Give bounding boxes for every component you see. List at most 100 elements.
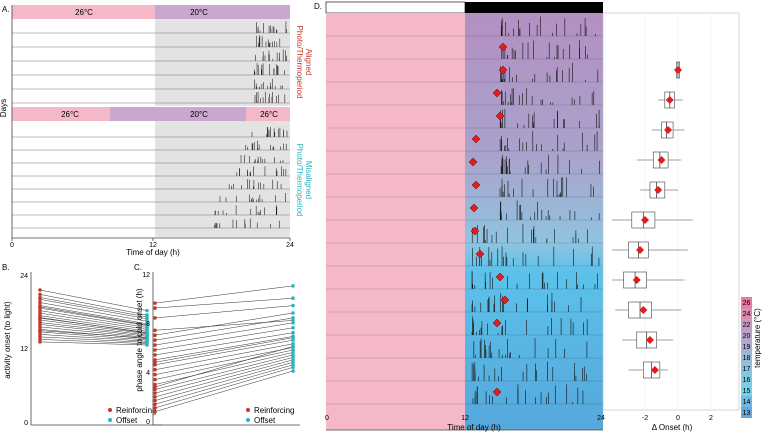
boxplot-mean-marker: [636, 246, 645, 254]
panel-a-label: A.: [2, 5, 10, 14]
panel-c-reinforcing-point: [153, 363, 157, 367]
temperature-legend-title: temperature (°C): [753, 308, 762, 368]
boxplot-tick-2: 2: [709, 415, 713, 422]
boxplot-mean-marker: [639, 306, 648, 314]
panel-c-legend-offset: Offset: [254, 416, 276, 425]
panel-c-reinforcing-point: [153, 333, 157, 338]
panel-b-pair-line: [39, 297, 148, 318]
panel-b-paired-lines: [38, 288, 149, 347]
panel-c-offset-point: [291, 342, 295, 346]
panel-b-offset-point: [145, 331, 149, 335]
panel-b-reinforcing-point: [38, 332, 42, 337]
aligned-night-shade: [155, 19, 290, 106]
panel-b-pair-line: [39, 330, 148, 339]
panel-c-pair-line: [154, 362, 294, 401]
panel-c-reinforcing-point: [153, 343, 157, 347]
panel-c-pair-line: [154, 343, 294, 370]
temperature-legend-label: 18: [743, 355, 751, 362]
panel-a-tick-label-0: 0: [10, 242, 14, 249]
temperature-legend-swatch: [741, 407, 752, 418]
panel-c-pair-line: [154, 297, 294, 309]
boxplot-tick-m2: -2: [642, 415, 648, 422]
panel-c-offset-point: [291, 303, 295, 308]
panel-b-pair-line: [39, 310, 148, 328]
panel-c-reinforcing-point: [153, 402, 157, 407]
panel-c-reinforcing-point: [153, 367, 157, 372]
panel-c-reinforcing-point: [153, 316, 157, 320]
boxplot-mean-marker: [645, 336, 654, 344]
panel-b-pair-line: [39, 326, 148, 338]
misaligned-actogram-rows: [12, 127, 290, 229]
panel-c-offset-point: [291, 330, 295, 335]
temperature-legend-label: 22: [743, 322, 751, 329]
panel-d-actogram-rows: [326, 16, 603, 405]
panel-b-reinforcing-point: [38, 311, 42, 315]
panel-c-y-tick-4: 4: [146, 370, 150, 377]
panel-d-onset-marker: [469, 203, 479, 213]
misaligned-warm-label: 26°C: [61, 110, 79, 119]
panel-b-pair-line: [39, 334, 148, 342]
panel-c-reinforcing-point: [153, 409, 157, 414]
warm-day-region: [326, 13, 465, 430]
panel-d-tick-12: 12: [461, 415, 469, 422]
panel-c-offset-point: [291, 365, 295, 370]
temperature-legend-swatch: [741, 330, 752, 341]
panel-b-pair-line: [39, 322, 148, 336]
panel-c-legend-offset-dot: [246, 418, 250, 422]
panel-b-offset-point: [145, 336, 149, 340]
aligned-side-label-1: Aligned: [304, 49, 313, 76]
panel-c-pair-line: [154, 332, 294, 356]
misaligned-warm-label-2: 26°C: [260, 110, 278, 119]
misaligned-night-shade: [155, 121, 290, 237]
panel-a: A. Days 26°C 20°C Aligned Photo/Thermope…: [0, 5, 313, 257]
panel-b-offset-point: [145, 308, 149, 313]
panel-c-pair-line: [154, 370, 294, 412]
panel-c-reinforcing-point: [153, 306, 157, 310]
panel-c-offset-point: [291, 335, 295, 340]
panel-b-pair-line: [39, 331, 148, 341]
panel-c-reinforcing-point: [153, 360, 157, 365]
panel-c-offset-point: [291, 369, 295, 373]
panel-b-legend-reinforcing: Reinforcing: [116, 406, 156, 415]
panel-b-pair-line: [39, 336, 148, 343]
temperature-legend-label: 15: [743, 388, 751, 395]
panel-b-y-tick-24: 24: [20, 273, 28, 280]
panel-c-offset-point: [291, 360, 295, 365]
panel-c-pair-line: [154, 352, 294, 385]
dark-phase-bar: [465, 2, 603, 13]
panel-d-onset-marker: [495, 111, 505, 121]
panel-b-pair-line: [39, 306, 148, 326]
panel-a-y-label: Days: [0, 99, 8, 117]
panel-c-reinforcing-point: [153, 377, 157, 382]
panel-b-reinforcing-point: [38, 308, 42, 313]
panel-b-reinforcing-point: [38, 295, 42, 300]
panel-b-pair-line: [39, 307, 148, 326]
panel-d-onset-marker: [498, 42, 508, 52]
panel-b-pair-line: [39, 341, 148, 346]
temperature-legend-swatch: [741, 396, 752, 407]
temperature-legend-label: 13: [743, 410, 751, 417]
panel-b-pair-line: [39, 319, 148, 334]
panel-c-offset-point: [291, 363, 295, 367]
panel-b-legend-offset: Offset: [116, 416, 138, 425]
misaligned-warm-bar: [12, 107, 110, 121]
boxplot-series: [612, 13, 712, 410]
panel-b-y-label: activity onset (to light): [3, 301, 12, 379]
panel-d-tick-0: 0: [325, 415, 329, 422]
boxplot-mean-marker: [664, 126, 673, 134]
panel-c-pair-line: [154, 312, 294, 336]
panel-c-pair-line: [154, 337, 294, 363]
panel-c-reinforcing-point: [153, 391, 157, 395]
panel-d-onset-marker: [498, 65, 508, 75]
panel-c-offset-point: [291, 326, 295, 330]
aligned-cool-label: 20°C: [190, 8, 208, 17]
panel-c-reinforcing-point: [153, 382, 157, 387]
panel-b-reinforcing-point: [38, 288, 42, 292]
panel-b-offset-point: [145, 319, 149, 324]
panel-c-reinforcing-point: [153, 301, 157, 305]
panel-c-offset-point: [291, 338, 295, 342]
panel-b-reinforcing-point: [38, 315, 42, 320]
panel-d-onset-marker: [468, 157, 478, 167]
panel-c-offset-point: [291, 284, 295, 288]
panel-c-pair-line: [154, 327, 294, 351]
